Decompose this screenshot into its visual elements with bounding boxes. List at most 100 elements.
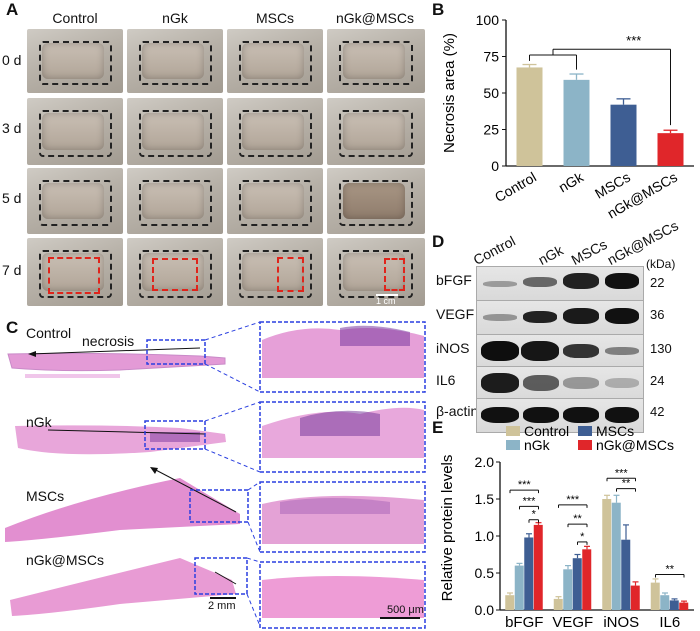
- legend-label: nGk@MSCs: [596, 437, 674, 453]
- photo-control-0d: [27, 29, 123, 93]
- scale-label-2mm: 2 mm: [208, 600, 236, 612]
- col-title-ngk-mscs: nGk@MSCs: [336, 10, 414, 26]
- bar-il6-control: [650, 582, 660, 610]
- x-tick-label: VEGF: [552, 614, 593, 631]
- photo-ngk-mscs-3d: [327, 98, 425, 165]
- sig-label: **: [665, 563, 674, 575]
- legend-swatch: [578, 440, 592, 450]
- row-label-7d: 7 d: [2, 262, 22, 278]
- bar-mscs: [610, 104, 637, 166]
- photo-ngk-0d: [127, 29, 223, 93]
- bar-vegf-control: [553, 598, 563, 610]
- histology-svg: [5, 321, 426, 629]
- wb-col-control: Control: [470, 232, 518, 268]
- panel-label-a: A: [6, 0, 19, 19]
- hist-label-mscs: MSCs: [26, 488, 65, 504]
- x-tick-label: nGk: [556, 168, 587, 195]
- bar-vegf-ngk-mscs: [582, 549, 592, 610]
- bar-bfgf-control: [505, 595, 515, 610]
- sig-label: *: [580, 531, 585, 543]
- y-tick-label: 75: [483, 49, 499, 65]
- photo-control-5d: [27, 168, 123, 234]
- sig-label: ***: [626, 33, 641, 48]
- bar-bfgf-mscs: [524, 537, 534, 610]
- y-tick-label: 1.0: [475, 528, 495, 544]
- bar-bfgf-ngk: [514, 565, 524, 610]
- y-tick-label: 0.5: [475, 565, 495, 581]
- wb-col-mscs: MSCs: [568, 235, 610, 268]
- sig-label: ***: [566, 494, 580, 506]
- protein-chart: 0.0 0.5 1.0 1.5 2.0 Relative protein levels Co…: [439, 423, 694, 631]
- kda-actin: 42: [650, 404, 665, 419]
- sig-label: *: [532, 509, 537, 521]
- bar-il6-ngk-mscs: [679, 602, 689, 610]
- legend-label: nGk: [524, 437, 551, 453]
- photo-mscs-5d: [227, 168, 323, 234]
- bar-inos-control: [602, 499, 612, 610]
- y-tick-label: 100: [476, 12, 500, 28]
- wb-label-vegf: VEGF: [436, 306, 475, 322]
- row-label-0d: 0 d: [2, 52, 22, 68]
- bar-il6-ngk: [660, 595, 670, 610]
- x-tick-label: bFGF: [505, 614, 543, 631]
- legend-swatch: [506, 426, 520, 436]
- kda-vegf: 36: [650, 307, 665, 322]
- legend-swatch: [506, 440, 520, 450]
- photo-control-7d: [27, 238, 123, 306]
- bar-ngk: [563, 79, 590, 166]
- y-tick-label: 0: [491, 158, 499, 174]
- bar-vegf-mscs: [572, 558, 582, 610]
- photo-mscs-7d: [227, 238, 323, 306]
- sig-label: ***: [518, 479, 532, 491]
- x-tick-label: IL6: [659, 614, 680, 631]
- y-axis-label: Necrosis area (%): [441, 33, 458, 153]
- panel-label-c: C: [6, 318, 19, 337]
- wb-label-inos: iNOS: [436, 340, 470, 356]
- col-title-mscs: MSCs: [255, 10, 295, 26]
- photo-ngk-3d: [127, 98, 223, 165]
- hist-label-ngk-mscs: nGk@MSCs: [26, 552, 104, 568]
- bar-vegf-ngk: [563, 569, 573, 610]
- row-label-3d: 3 d: [2, 120, 22, 136]
- y-tick-label: 2.0: [475, 454, 495, 470]
- bar-inos-ngk: [611, 502, 621, 610]
- photo-ngk-7d: [127, 238, 223, 306]
- wb-label-bfgf: bFGF: [436, 272, 472, 288]
- panel-label-b: B: [432, 0, 445, 19]
- kda-il6: 24: [650, 373, 665, 388]
- row-label-5d: 5 d: [2, 190, 22, 206]
- photo-mscs-0d: [227, 29, 323, 93]
- y-axis-label: Relative protein levels: [439, 455, 456, 602]
- y-tick-label: 25: [483, 122, 499, 138]
- y-tick-label: 1.5: [475, 491, 495, 507]
- scale-bar-label-a: 1 cm: [376, 296, 396, 306]
- sig-label: ***: [523, 495, 537, 507]
- blot-il6: [476, 366, 644, 401]
- sig-label: **: [622, 478, 631, 490]
- x-tick-label: Control: [492, 169, 539, 205]
- hist-label-ngk: nGk: [26, 414, 52, 430]
- y-tick-label: 0.0: [475, 602, 495, 618]
- x-tick-label: iNOS: [603, 614, 639, 631]
- wb-col-ngk: nGk: [535, 241, 566, 268]
- bar-il6-mscs: [669, 600, 679, 610]
- wb-label-actin: β-actin: [436, 403, 479, 419]
- sig-label: **: [573, 513, 582, 525]
- panel-label-e: E: [432, 418, 444, 437]
- sig-label: ***: [615, 467, 629, 479]
- bar-inos-ngk-mscs: [630, 585, 640, 610]
- photo-mscs-3d: [227, 98, 323, 165]
- blot-bfgf: [476, 266, 644, 301]
- kda-bfgf: 22: [650, 275, 665, 290]
- y-tick-label: 50: [483, 85, 499, 101]
- panel-label-d: D: [432, 232, 445, 251]
- bar-bfgf-ngk-mscs: [533, 524, 543, 610]
- photo-ngk-mscs-0d: [327, 29, 425, 93]
- col-title-ngk: nGk: [162, 10, 188, 26]
- col-title-control: Control: [52, 10, 98, 26]
- photo-ngk-5d: [127, 168, 223, 234]
- necrosis-annotation: necrosis: [82, 333, 135, 349]
- wb-label-il6: IL6: [436, 372, 456, 388]
- kda-inos: 130: [650, 341, 672, 356]
